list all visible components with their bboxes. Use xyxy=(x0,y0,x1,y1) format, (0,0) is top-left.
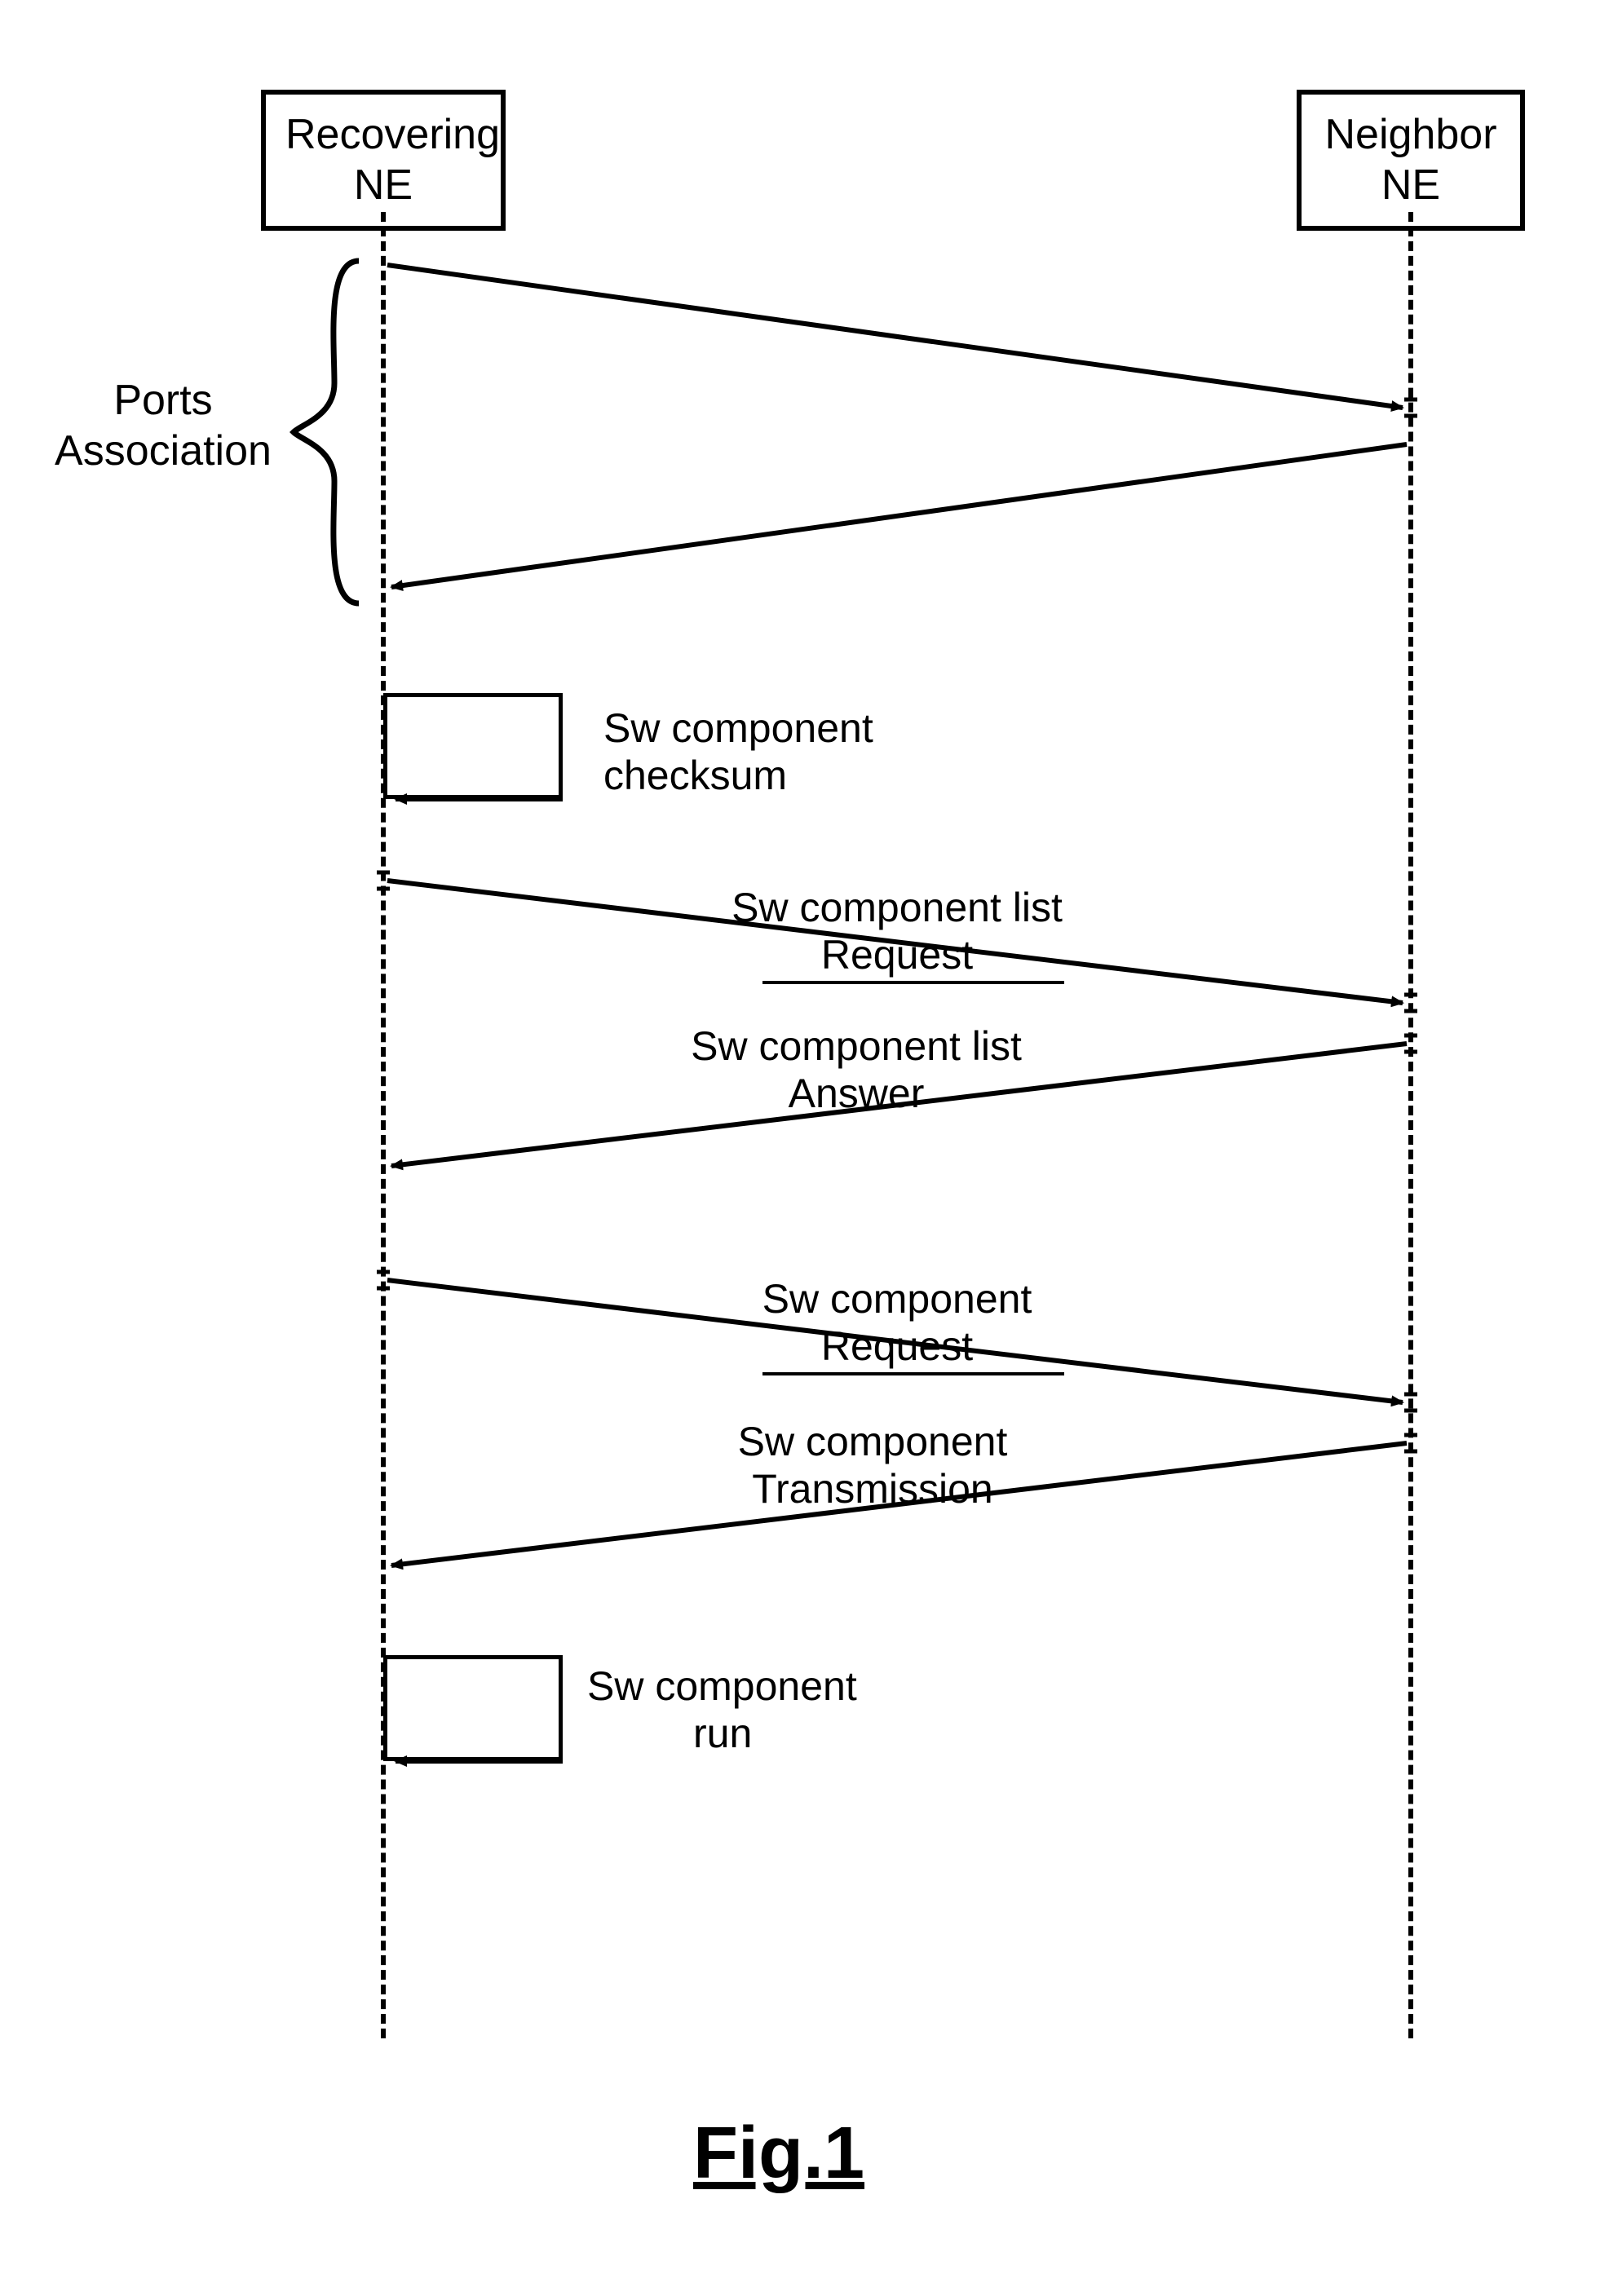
arrow-ports-req xyxy=(387,265,1403,408)
label-checksum: Sw component checksum xyxy=(603,705,979,799)
self-checksum-box xyxy=(383,693,563,799)
participant-neighbor-ne: Neighbor NE xyxy=(1297,90,1525,231)
participant-label: NE xyxy=(1381,161,1440,209)
arrows-layer xyxy=(0,0,1600,2296)
figure-title: Fig.1 xyxy=(693,2112,864,2196)
label-list-request: Sw component list Request xyxy=(693,885,1101,978)
label-run: Sw component run xyxy=(587,1663,930,1757)
sequence-diagram: Recovering NE Neighbor NE Ports Associat… xyxy=(0,0,1600,2296)
label-comp-transmission: Sw component Transmission xyxy=(669,1419,1076,1512)
participant-label: Neighbor xyxy=(1324,111,1496,158)
participant-recovering-ne: Recovering NE xyxy=(261,90,506,231)
participant-label: NE xyxy=(354,161,413,209)
arrow-ports-ans xyxy=(391,444,1407,587)
label-comp-request: Sw component Request xyxy=(709,1276,1085,1370)
brace-icon xyxy=(294,261,359,603)
participant-label: Recovering xyxy=(285,111,500,158)
ports-association-label: Ports Association xyxy=(33,375,294,477)
self-run-box xyxy=(383,1655,563,1761)
label-list-answer: Sw component list Answer xyxy=(652,1023,1060,1117)
lifeline-right xyxy=(1408,212,1413,2038)
lifeline-left xyxy=(381,212,386,2038)
